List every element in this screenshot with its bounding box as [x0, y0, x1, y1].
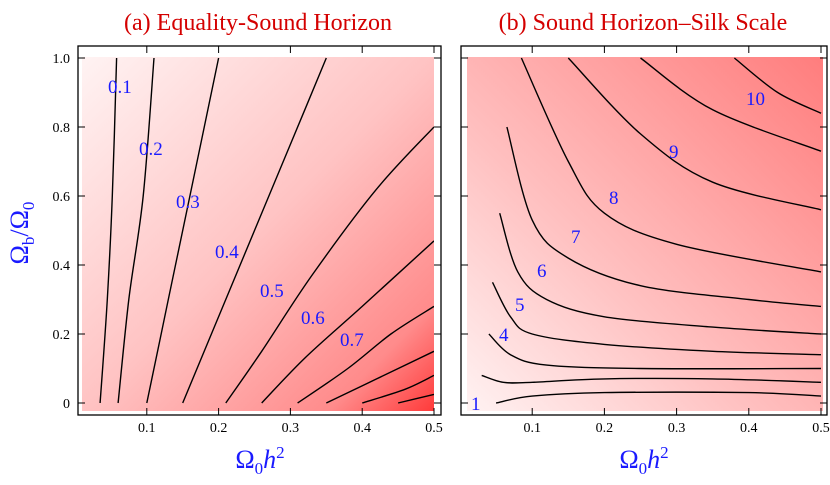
contour-line [99, 57, 118, 404]
contour-label: 5 [515, 295, 525, 316]
contour-line [361, 374, 434, 404]
panel-a-contours [99, 57, 434, 404]
contour-line [146, 57, 220, 404]
contour-label: 0.4 [215, 242, 239, 263]
contour-line [499, 212, 822, 335]
x-tick-label: 0.4 [740, 421, 758, 436]
y-tick-label: 0.4 [53, 259, 71, 274]
y-axis-label: Ωb/Ω0 [5, 202, 38, 265]
x-axis-label-a: Ω0h2 [235, 443, 284, 478]
x-tick-label: 0.5 [425, 421, 443, 436]
contour-line [225, 126, 434, 404]
contour-line [182, 57, 327, 404]
panel-b-ticks: 0.1 0.2 0.3 0.4 0.5 [461, 46, 830, 436]
contour-line [733, 57, 822, 114]
contour-line [567, 57, 822, 211]
contour-label: 0.6 [301, 308, 325, 329]
contour-line [495, 391, 822, 404]
contour-label: 0.5 [260, 281, 284, 302]
x-tick-label: 0.4 [353, 421, 371, 436]
panel-b-title: (b) Sound Horizon–Silk Scale [499, 10, 788, 36]
y-tick-label: 1.0 [53, 52, 71, 67]
contour-label: 7 [571, 227, 581, 248]
x-tick-label: 0.1 [523, 421, 541, 436]
x-tick-label: 0.2 [210, 421, 228, 436]
contour-label: 6 [537, 261, 547, 282]
x-tick-label: 0.1 [138, 421, 156, 436]
panel-a-fill [82, 57, 434, 411]
x-tick-label: 0.3 [282, 421, 300, 436]
contour-label: 9 [669, 142, 679, 163]
contour-line [481, 374, 822, 384]
panel-a-title: (a) Equality-Sound Horizon [124, 10, 392, 36]
x-tick-label: 0.2 [596, 421, 614, 436]
panel-b-contours [481, 57, 822, 404]
y-tick-label: 0.8 [53, 121, 71, 136]
panel-a-ticks: 0.1 0.2 0.3 0.4 0.5 0 0.2 0.4 0.6 0.8 1.0 [53, 46, 443, 436]
panel-b-frame [460, 45, 828, 416]
panel-a-frame [77, 45, 442, 416]
y-tick-label: 0.2 [53, 328, 71, 343]
contour-line [397, 393, 434, 404]
contour-label: 0.3 [176, 192, 200, 213]
contour-label: 0.1 [108, 77, 132, 98]
contour-line [261, 240, 434, 404]
contour-label: 8 [609, 188, 619, 209]
panel-a: (a) Equality-Sound Horizon 0.1 0.2 0.3 0.4 0… [5, 10, 443, 478]
contour-line [117, 57, 155, 404]
y-tick-label: 0 [63, 397, 70, 412]
contour-line [506, 126, 822, 308]
contour-label: 1 [471, 394, 481, 415]
contour-label: 10 [746, 89, 765, 110]
contour-line [520, 57, 822, 273]
contour-line [325, 350, 434, 404]
contour-line [640, 57, 822, 152]
contour-line [491, 281, 822, 356]
contour-line [488, 333, 822, 370]
panel-b: (b) Sound Horizon–Silk Scale 0.1 0.2 0.3 0.… [460, 10, 830, 478]
x-tick-label: 0.3 [668, 421, 686, 436]
contour-label: 0.7 [340, 330, 364, 351]
contour-line [297, 305, 434, 404]
y-tick-label: 0.6 [53, 190, 71, 205]
contour-label: 0.2 [139, 139, 163, 160]
x-tick-label: 0.5 [812, 421, 830, 436]
x-axis-label-b: Ω0h2 [619, 443, 668, 478]
contour-label: 4 [499, 325, 509, 346]
